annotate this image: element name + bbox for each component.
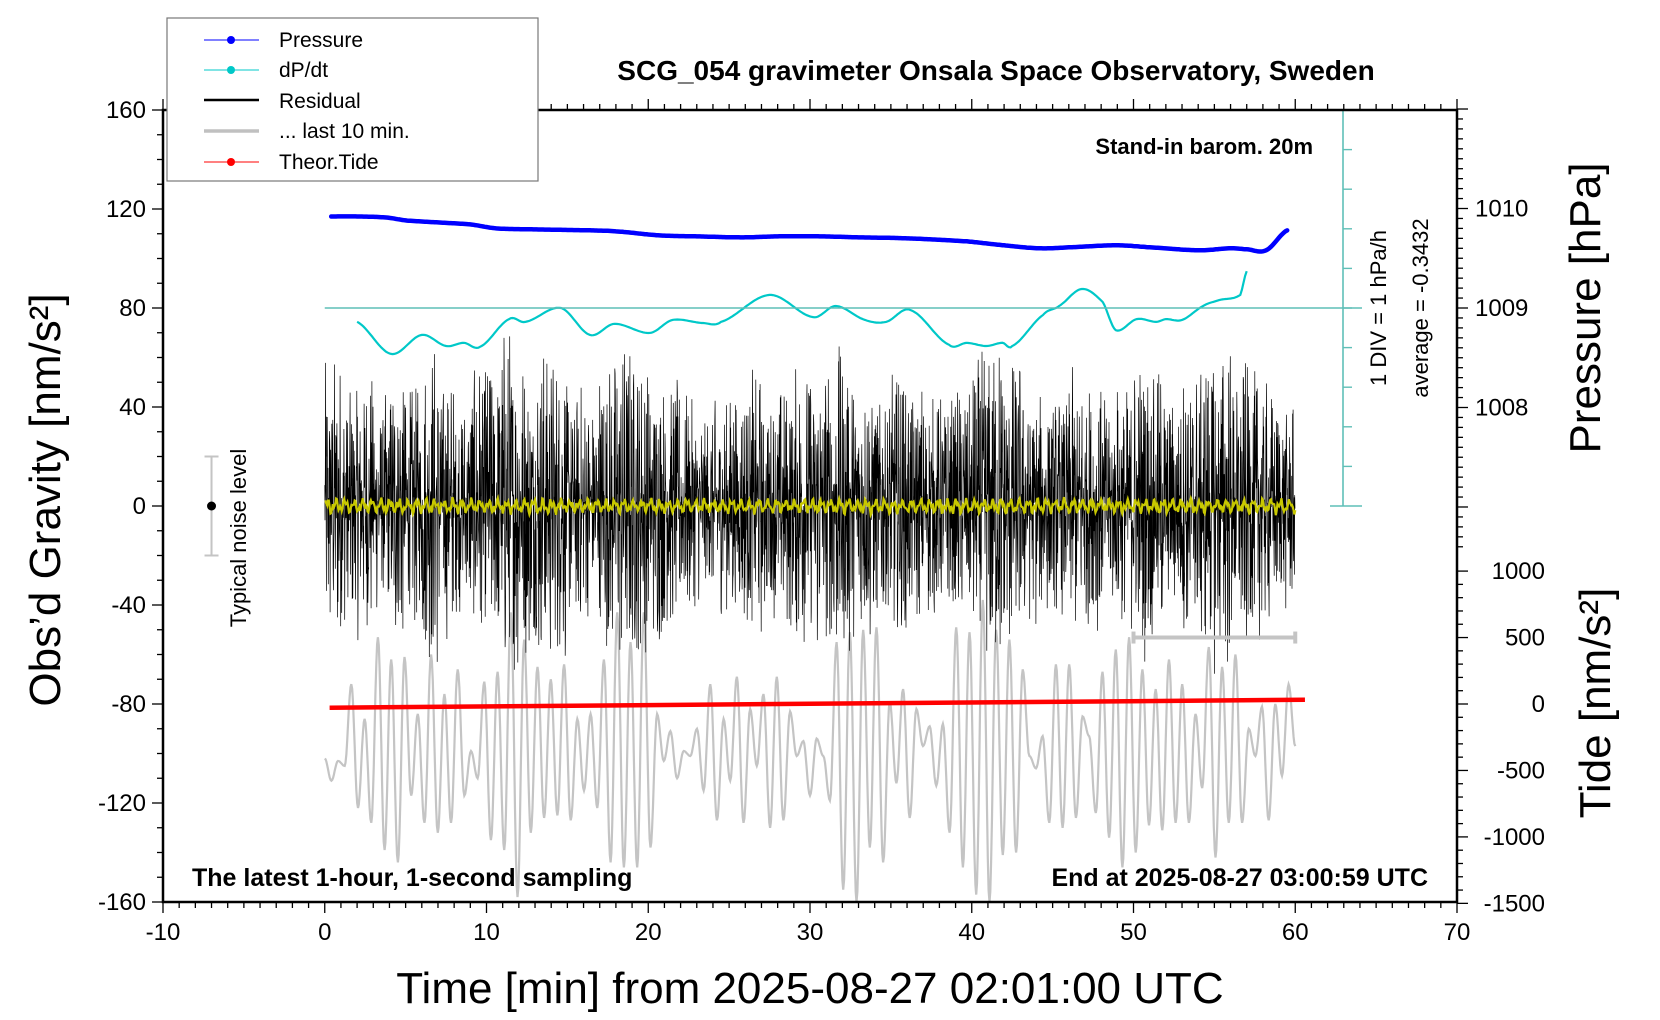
dpdt-series-line: [356, 270, 1248, 356]
x-tick-label: 0: [318, 919, 331, 946]
legend-marker-pressure: [227, 36, 235, 44]
y-tick-label: 0: [133, 493, 146, 520]
end-time-note: End at 2025-08-27 03:00:59 UTC: [1051, 864, 1428, 892]
tide-tick-label: -1000: [1484, 824, 1545, 851]
tide-series-line: [329, 697, 1305, 710]
chart-title: SCG_054 gravimeter Onsala Space Observat…: [617, 55, 1374, 86]
residual-series-line: [324, 336, 1296, 674]
y-tick-label: -160: [98, 889, 146, 916]
legend-item-tide: Theor.Tide: [204, 151, 379, 174]
pressure-axis-title: Pressure [hPa]: [1561, 162, 1610, 453]
legend-label-tide: Theor.Tide: [279, 151, 379, 174]
legend-item-dpdt: dP/dt: [204, 59, 328, 82]
x-tick-label: 50: [1120, 919, 1147, 946]
sampling-note: The latest 1-hour, 1-second sampling: [192, 864, 632, 892]
dpdt-average-label: average = -0.3432: [1408, 218, 1433, 397]
legend-marker-tide: [227, 158, 235, 166]
dpdt-div-label: 1 DIV = 1 hPa/h: [1366, 230, 1391, 386]
tide-tick-label: -500: [1497, 757, 1545, 784]
filtered-residual-line: [324, 494, 1297, 519]
tide-tick-label: -1500: [1484, 890, 1545, 917]
x-tick-label: 40: [958, 919, 985, 946]
noise-level-label: Typical noise level: [226, 449, 251, 628]
y-tick-label: -80: [111, 691, 146, 718]
plot-marks: [204, 214, 1305, 903]
pressure-series-line: [328, 214, 1290, 254]
pressure-tick-label: 1009: [1475, 295, 1528, 322]
x-axis-title: Time [min] from 2025-08-27 02:01:00 UTC: [396, 964, 1223, 1013]
legend-item-pressure: Pressure: [204, 29, 363, 52]
legend-item-residual: Residual: [204, 90, 361, 113]
y-axis-title: Obs’d Gravity [nm/s²]: [21, 293, 70, 706]
y-tick-label: 160: [106, 97, 146, 124]
legend-item-last10: ... last 10 min.: [204, 120, 410, 143]
pressure-tick-label: 1008: [1475, 394, 1528, 421]
legend-label-dpdt: dP/dt: [279, 59, 328, 82]
noise-level-dot: [207, 501, 217, 511]
y-tick-label: 120: [106, 196, 146, 223]
x-tick-label: 20: [635, 919, 662, 946]
legend-label-pressure: Pressure: [279, 29, 363, 52]
tide-tick-label: 500: [1505, 625, 1545, 652]
legend: Pressure dP/dt Residual ... last 10 min.…: [166, 17, 539, 182]
tide-tick-label: 1000: [1492, 558, 1545, 585]
x-tick-label: 30: [797, 919, 824, 946]
tide-axis-title: Tide [nm/s²]: [1571, 588, 1620, 819]
barometer-note: Stand-in barom. 20m: [1095, 134, 1313, 159]
legend-label-last10: ... last 10 min.: [279, 120, 410, 143]
legend-label-residual: Residual: [279, 90, 361, 113]
y-tick-label: 80: [119, 295, 146, 322]
x-tick-label: 70: [1444, 919, 1471, 946]
last10-series-line: [324, 599, 1297, 903]
pressure-tick-label: 1010: [1475, 196, 1528, 223]
tide-tick-label: 0: [1532, 691, 1545, 718]
x-tick-label: -10: [146, 919, 181, 946]
y-tick-label: -40: [111, 592, 146, 619]
x-tick-label: 60: [1282, 919, 1309, 946]
y-tick-label: 40: [119, 394, 146, 421]
y-tick-label: -120: [98, 790, 146, 817]
x-tick-label: 10: [473, 919, 500, 946]
legend-marker-dpdt: [227, 66, 235, 74]
axes: -10 0 10 20 30 40 50 60 70 160 120 80 40 0 -40 -80 -120 -…: [98, 97, 1545, 946]
